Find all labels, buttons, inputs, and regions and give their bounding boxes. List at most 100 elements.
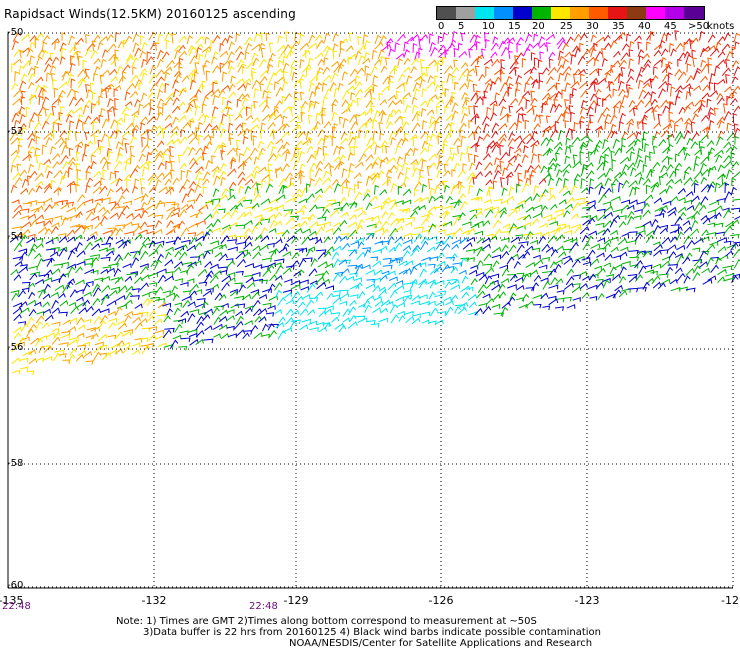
- wind-barb: [482, 243, 491, 250]
- wind-barb: [603, 220, 613, 228]
- wind-barb: [508, 223, 517, 233]
- wind-barb: [593, 144, 601, 155]
- wind-barb: [650, 270, 658, 276]
- wind-barb: [467, 293, 478, 301]
- wind-barb: [666, 143, 674, 155]
- wind-barb: [653, 122, 662, 130]
- wind-barb: [609, 40, 618, 49]
- wind-barb: [421, 66, 426, 75]
- wind-barb: [59, 42, 67, 52]
- wind-barb: [235, 224, 246, 230]
- wind-barb: [74, 41, 80, 52]
- wind-barb: [290, 46, 296, 57]
- wind-barb: [321, 177, 332, 186]
- wind-barb: [566, 196, 575, 204]
- wind-barb: [529, 269, 539, 276]
- wind-barb: [438, 210, 449, 218]
- wind-barb: [154, 153, 163, 162]
- wind-barb: [229, 137, 234, 146]
- wind-barb: [218, 170, 227, 181]
- wind-barb: [245, 114, 254, 121]
- wind-barb: [331, 60, 340, 68]
- wind-barb: [562, 163, 572, 172]
- wind-barb: [28, 187, 36, 196]
- wind-barb: [541, 231, 550, 237]
- wind-barb: [154, 214, 164, 220]
- wind-barb: [85, 184, 91, 194]
- wind-barb: [707, 57, 713, 66]
- wind-barb: [725, 73, 730, 84]
- wind-barb: [378, 109, 386, 117]
- wind-barb: [163, 66, 173, 75]
- wind-barb: [221, 60, 231, 69]
- wind-barb: [94, 341, 104, 347]
- wind-barb: [146, 298, 155, 307]
- wind-barb: [117, 241, 128, 249]
- wind-barb: [149, 309, 157, 317]
- wind-barb: [580, 177, 586, 189]
- wind-barb: [51, 299, 59, 310]
- wind-barb: [84, 68, 90, 77]
- wind-barb: [349, 201, 358, 209]
- wind-barb: [412, 104, 418, 114]
- wind-barb: [220, 37, 229, 45]
- wind-barb: [75, 183, 80, 193]
- wind-barb: [35, 76, 44, 84]
- wind-barb: [11, 63, 16, 73]
- wind-barb: [381, 200, 390, 211]
- wind-barb: [562, 65, 572, 76]
- wind-barb: [141, 292, 150, 298]
- wind-barb: [315, 226, 325, 236]
- wind-barb: [620, 67, 626, 75]
- note-line-2: 3)Data buffer is 22 hrs from 20160125 4)…: [143, 627, 601, 638]
- wind-barb: [73, 234, 83, 241]
- wind-barb: [85, 281, 94, 286]
- wind-barb: [596, 97, 602, 106]
- wind-barb: [461, 92, 469, 100]
- wind-barb: [502, 167, 509, 177]
- wind-barb: [525, 261, 536, 269]
- wind-barb: [165, 240, 176, 245]
- wind-barb: [508, 244, 517, 253]
- wind-barb: [113, 160, 123, 170]
- legend-swatch: [532, 7, 551, 19]
- wind-barb: [580, 89, 589, 98]
- wind-barb: [357, 180, 362, 189]
- wind-barb: [574, 48, 581, 58]
- wind-barb: [510, 206, 520, 212]
- wind-barb: [677, 58, 682, 67]
- wind-barb: [262, 268, 272, 277]
- wind-barb: [179, 330, 189, 336]
- wind-barb: [563, 296, 572, 302]
- wind-barb: [268, 169, 273, 179]
- wind-barb: [238, 185, 245, 194]
- wind-barb: [57, 187, 63, 196]
- wind-barb: [516, 42, 521, 53]
- wind-barb: [643, 250, 653, 256]
- wind-barb: [406, 36, 415, 43]
- legend-label: 10: [482, 21, 495, 32]
- wind-barb: [293, 146, 300, 158]
- wind-barb: [68, 302, 77, 307]
- wind-barb: [22, 281, 31, 287]
- wind-barb: [294, 140, 304, 150]
- wind-barb: [573, 173, 581, 182]
- wind-barb: [154, 150, 164, 158]
- wind-barb: [43, 269, 53, 278]
- wind-barb: [204, 36, 210, 45]
- wind-barb: [579, 282, 588, 290]
- wind-barb: [105, 87, 110, 98]
- wind-barb: [345, 181, 351, 189]
- wind-barb: [467, 79, 474, 89]
- wind-barb: [515, 52, 524, 61]
- wind-barb: [405, 75, 413, 85]
- wind-barb: [195, 166, 204, 174]
- wind-barb: [309, 236, 318, 242]
- wind-barb: [593, 42, 598, 51]
- wind-barb: [665, 178, 675, 186]
- wind-barb: [182, 146, 191, 156]
- wind-barb: [324, 32, 331, 43]
- wind-barb: [618, 80, 625, 91]
- wind-barb: [12, 31, 22, 42]
- wind-barb: [298, 198, 308, 204]
